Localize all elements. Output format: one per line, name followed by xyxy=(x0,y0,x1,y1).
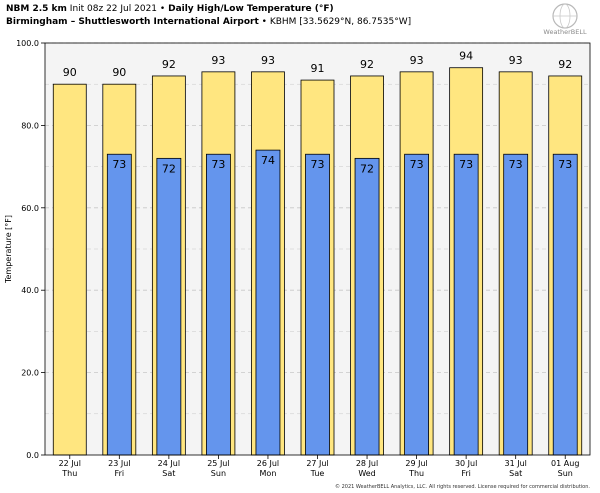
low-temp-bar xyxy=(206,153,231,456)
y-tick-label: 0.0 xyxy=(26,451,39,460)
high-temp-bar xyxy=(52,83,87,456)
y-tick-label: 40.0 xyxy=(21,286,39,295)
low-temp-bar xyxy=(354,157,380,456)
bullet-separator: • xyxy=(261,17,267,27)
product-title: Daily High/Low Temperature (°F) xyxy=(168,4,334,14)
low-temp-bar xyxy=(503,153,529,456)
x-tick-weekday: Wed xyxy=(358,469,375,478)
x-tick-date: 25 Jul xyxy=(207,459,229,468)
x-tick-weekday: Fri xyxy=(115,469,125,478)
low-temp-label: 73 xyxy=(112,158,126,171)
high-temp-label: 92 xyxy=(162,58,176,71)
y-tick-label: 80.0 xyxy=(21,121,39,130)
high-temp-label: 92 xyxy=(360,58,374,71)
x-tick-weekday: Sun xyxy=(558,469,573,478)
weatherbell-logo: WeatherBELL xyxy=(543,3,587,36)
low-temp-label: 72 xyxy=(360,162,374,175)
x-tick-date: 27 Jul xyxy=(306,459,328,468)
high-temp-label: 93 xyxy=(211,54,225,67)
high-temp-label: 94 xyxy=(459,50,473,63)
low-temp-bar xyxy=(552,153,578,456)
x-tick-date: 22 Jul xyxy=(59,459,81,468)
high-temp-label: 90 xyxy=(63,66,77,79)
x-tick-date: 24 Jul xyxy=(158,459,180,468)
y-tick-label: 20.0 xyxy=(21,369,39,378)
location-name: Birmingham – Shuttlesworth International… xyxy=(6,17,259,27)
copyright-notice: © 2021 WeatherBELL Analytics, LLC. All r… xyxy=(335,484,590,490)
x-tick-weekday: Thu xyxy=(61,469,77,478)
logo-text: WeatherBELL xyxy=(543,28,587,36)
x-tick-weekday: Sat xyxy=(509,469,522,478)
x-tick-date: 01 Aug xyxy=(551,459,579,468)
axis-layer: 0.0 20.0 40.0 60.0 80.0 100.0 Temperature [°F]… xyxy=(4,39,591,478)
low-temp-bar xyxy=(106,153,132,456)
x-tick-weekday: Sat xyxy=(162,469,175,478)
x-tick-weekday: Thu xyxy=(408,469,424,478)
y-tick-label: 100.0 xyxy=(16,39,39,48)
x-tick-date: 26 Jul xyxy=(257,459,279,468)
init-time: Init 08z 22 Jul 2021 xyxy=(69,4,158,14)
bullet-separator: • xyxy=(159,4,166,14)
high-temp-label: 93 xyxy=(509,54,523,67)
plot-frame xyxy=(44,42,591,456)
low-temp-bar xyxy=(156,157,182,456)
low-temp-label: 73 xyxy=(211,158,225,171)
low-temp-label: 73 xyxy=(410,158,424,171)
low-temp-bar xyxy=(255,149,281,456)
x-tick-date: 29 Jul xyxy=(405,459,427,468)
x-tick-weekday: Mon xyxy=(260,469,277,478)
chart-header-line1: NBM 2.5 km Init 08z 22 Jul 2021 • Daily … xyxy=(6,4,334,14)
x-tick-weekday: Tue xyxy=(310,469,325,478)
low-temp-bar xyxy=(404,153,429,456)
low-temp-label: 74 xyxy=(261,154,275,167)
low-temp-bar xyxy=(453,153,479,456)
model-name: NBM 2.5 km xyxy=(6,4,67,14)
high-temp-label: 92 xyxy=(558,58,572,71)
low-temp-label: 73 xyxy=(509,158,523,171)
high-temp-label: 93 xyxy=(410,54,424,67)
high-temp-label: 93 xyxy=(261,54,275,67)
low-temp-label: 73 xyxy=(311,158,325,171)
y-axis-label: Temperature [°F] xyxy=(4,215,13,284)
low-temp-label: 73 xyxy=(558,158,572,171)
label-layer: 90 90 73 92 72 93 73 93 74 91 73 92 72 93 73 94 73 93 73 92… xyxy=(63,50,572,176)
x-tick-date: 23 Jul xyxy=(108,459,130,468)
high-temp-label: 91 xyxy=(311,62,325,75)
low-temp-label: 73 xyxy=(459,158,473,171)
bar-layer xyxy=(52,67,583,456)
x-tick-weekday: Fri xyxy=(461,469,471,478)
station-id: KBHM [33.5629°N, 86.7535°W] xyxy=(269,17,412,27)
low-temp-bar xyxy=(305,153,330,456)
low-temp-label: 72 xyxy=(162,162,176,175)
x-tick-date: 30 Jul xyxy=(455,459,477,468)
x-tick-date: 28 Jul xyxy=(356,459,378,468)
high-temp-label: 90 xyxy=(112,66,126,79)
x-tick-date: 31 Jul xyxy=(504,459,526,468)
y-tick-label: 60.0 xyxy=(21,204,39,213)
chart-header-line2: Birmingham – Shuttlesworth International… xyxy=(6,17,411,27)
x-tick-weekday: Sun xyxy=(211,469,226,478)
